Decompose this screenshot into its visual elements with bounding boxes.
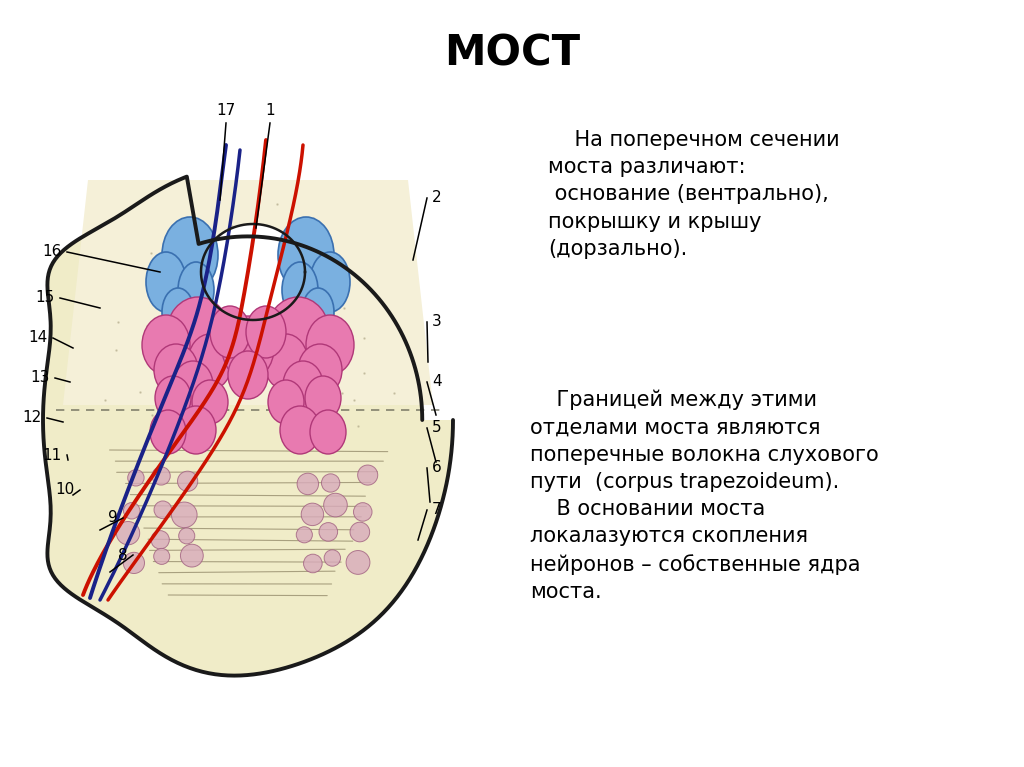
Ellipse shape xyxy=(178,503,195,519)
Ellipse shape xyxy=(351,522,376,548)
Ellipse shape xyxy=(351,468,373,490)
Text: 10: 10 xyxy=(55,482,75,498)
Ellipse shape xyxy=(280,406,319,454)
Text: 9: 9 xyxy=(109,511,118,525)
Ellipse shape xyxy=(176,406,216,454)
Text: Границей между этими
отделами моста являются
поперечные волокна слухового
пути  : Границей между этими отделами моста явля… xyxy=(530,390,879,602)
Text: 4: 4 xyxy=(432,374,441,390)
Ellipse shape xyxy=(246,306,286,358)
Ellipse shape xyxy=(264,334,308,390)
Ellipse shape xyxy=(282,262,318,318)
Ellipse shape xyxy=(222,316,274,380)
Ellipse shape xyxy=(162,217,218,293)
Ellipse shape xyxy=(302,288,334,336)
Ellipse shape xyxy=(166,297,230,373)
Ellipse shape xyxy=(327,554,346,574)
Ellipse shape xyxy=(173,361,213,409)
Ellipse shape xyxy=(210,306,250,358)
Ellipse shape xyxy=(119,549,139,569)
Ellipse shape xyxy=(154,522,170,538)
Ellipse shape xyxy=(153,473,170,490)
Text: 6: 6 xyxy=(432,460,441,476)
Ellipse shape xyxy=(310,410,346,454)
Text: 12: 12 xyxy=(23,410,42,426)
Text: 15: 15 xyxy=(36,291,55,305)
Text: 14: 14 xyxy=(29,331,48,345)
Ellipse shape xyxy=(150,410,186,454)
Ellipse shape xyxy=(297,502,314,519)
Ellipse shape xyxy=(175,552,191,569)
Ellipse shape xyxy=(153,546,178,572)
Polygon shape xyxy=(63,180,433,405)
Ellipse shape xyxy=(283,361,323,409)
Ellipse shape xyxy=(122,528,139,546)
Ellipse shape xyxy=(178,262,214,318)
Ellipse shape xyxy=(193,380,228,424)
Text: 11: 11 xyxy=(43,447,62,463)
Ellipse shape xyxy=(266,297,330,373)
Ellipse shape xyxy=(188,334,232,390)
Ellipse shape xyxy=(359,554,376,570)
Ellipse shape xyxy=(298,344,342,396)
Text: 5: 5 xyxy=(432,420,441,436)
Ellipse shape xyxy=(154,344,198,396)
Text: На поперечном сечении
моста различают:
 основание (вентрально),
покрышку и крышу: На поперечном сечении моста различают: о… xyxy=(548,130,840,258)
Polygon shape xyxy=(201,224,305,320)
Ellipse shape xyxy=(301,551,322,571)
Ellipse shape xyxy=(146,252,186,312)
Ellipse shape xyxy=(162,288,194,336)
Text: 13: 13 xyxy=(31,370,50,386)
Ellipse shape xyxy=(268,380,304,424)
Ellipse shape xyxy=(228,351,268,399)
Ellipse shape xyxy=(298,527,322,551)
Ellipse shape xyxy=(151,499,170,518)
Text: 7: 7 xyxy=(432,502,441,518)
Text: 3: 3 xyxy=(432,314,441,330)
Ellipse shape xyxy=(323,496,343,517)
Ellipse shape xyxy=(327,473,348,494)
Text: 8: 8 xyxy=(119,548,128,562)
Ellipse shape xyxy=(142,315,190,375)
Ellipse shape xyxy=(317,521,339,542)
Ellipse shape xyxy=(128,502,144,518)
Text: 17: 17 xyxy=(216,103,236,118)
Ellipse shape xyxy=(305,376,341,420)
Ellipse shape xyxy=(310,252,350,312)
Ellipse shape xyxy=(295,466,314,486)
Text: МОСТ: МОСТ xyxy=(444,32,580,74)
Polygon shape xyxy=(43,176,453,676)
Ellipse shape xyxy=(176,524,200,547)
Ellipse shape xyxy=(353,504,374,525)
Text: 2: 2 xyxy=(432,190,441,206)
Text: 16: 16 xyxy=(43,245,62,259)
Ellipse shape xyxy=(155,376,191,420)
Text: 1: 1 xyxy=(265,103,274,118)
Ellipse shape xyxy=(306,315,354,375)
Ellipse shape xyxy=(278,217,334,293)
Ellipse shape xyxy=(175,476,193,493)
Ellipse shape xyxy=(127,466,146,486)
